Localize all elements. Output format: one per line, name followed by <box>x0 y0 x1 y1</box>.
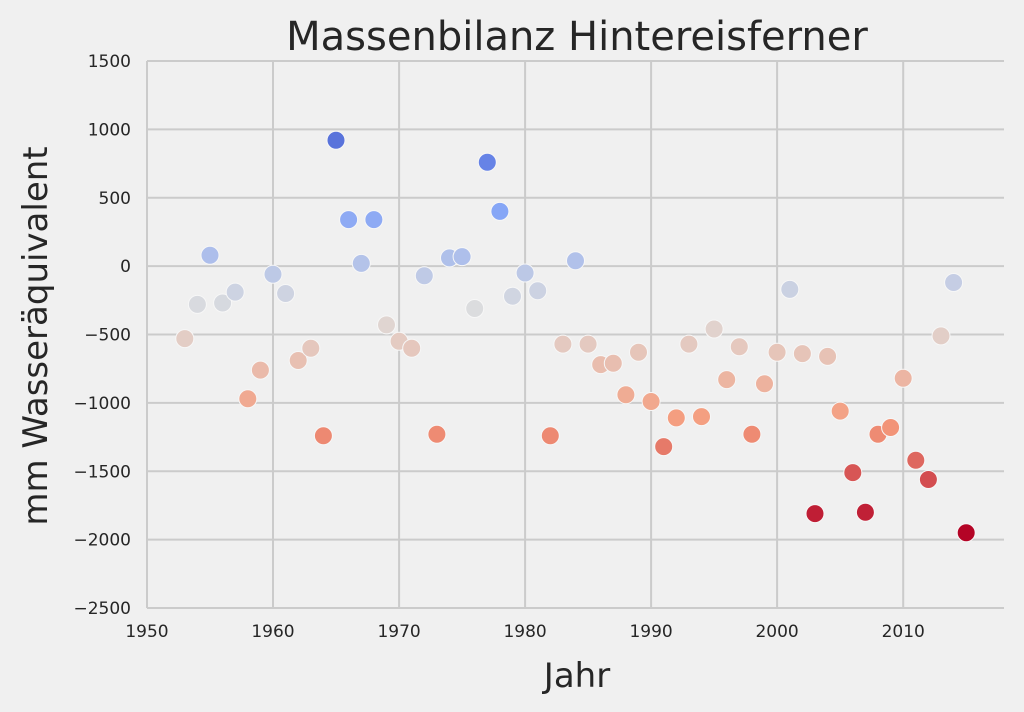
data-point <box>855 502 875 522</box>
data-point <box>225 282 245 302</box>
data-point <box>250 360 270 380</box>
y-axis-label: mm Wasseräquivalent <box>16 146 56 525</box>
data-point <box>377 315 396 335</box>
data-point <box>213 293 233 313</box>
data-point <box>717 370 737 390</box>
data-point <box>805 504 825 524</box>
data-point <box>263 264 283 284</box>
data-point <box>339 210 359 230</box>
y-tick-label: −2000 <box>73 531 131 551</box>
data-point <box>767 342 787 362</box>
data-point <box>944 273 964 292</box>
data-point <box>679 334 699 354</box>
data-point <box>666 408 686 428</box>
data-point <box>364 210 384 230</box>
data-point <box>288 351 308 370</box>
data-point <box>566 251 585 271</box>
data-point <box>528 281 548 301</box>
data-point <box>755 374 774 394</box>
data-point <box>276 284 296 303</box>
data-point <box>843 463 863 483</box>
data-point <box>918 470 938 489</box>
data-point <box>830 401 850 421</box>
data-point <box>540 426 560 446</box>
data-point <box>200 245 220 265</box>
x-tick-label: 1990 <box>629 622 672 642</box>
y-tick-label: 1500 <box>88 52 131 72</box>
data-point <box>792 344 812 364</box>
data-points <box>175 130 976 543</box>
x-tick-label: 1960 <box>251 622 294 642</box>
y-tick-label: −500 <box>84 326 131 346</box>
x-tick-label: 1950 <box>125 622 168 642</box>
y-tick-label: 1000 <box>88 120 131 140</box>
x-axis-ticks: 1950 1960 1970 1980 1990 2000 2010 <box>125 622 924 642</box>
data-point <box>477 152 497 172</box>
data-point <box>313 426 333 446</box>
data-point <box>553 334 573 354</box>
data-point <box>654 437 674 457</box>
data-point <box>893 368 913 388</box>
data-point <box>780 279 800 299</box>
data-point <box>427 424 447 444</box>
data-point <box>465 299 485 318</box>
data-point <box>704 319 724 339</box>
y-tick-label: 500 <box>99 189 131 209</box>
y-tick-label: 0 <box>120 257 131 277</box>
y-tick-label: −2500 <box>73 599 131 619</box>
x-tick-label: 1970 <box>377 622 420 642</box>
data-point <box>641 392 661 411</box>
data-point <box>742 424 762 444</box>
data-point <box>326 130 346 150</box>
data-point <box>402 338 422 358</box>
x-axis-label: Jahr <box>542 656 610 696</box>
data-point <box>175 329 195 349</box>
data-point <box>503 286 522 306</box>
x-tick-label: 2010 <box>882 622 925 642</box>
y-tick-label: −1500 <box>73 462 131 482</box>
data-point <box>414 266 434 286</box>
data-point <box>490 201 510 221</box>
chart-title: Massenbilanz Hintereisferner <box>286 14 868 60</box>
data-point <box>603 353 623 373</box>
data-point <box>629 342 648 362</box>
data-point <box>452 247 472 267</box>
data-point <box>729 337 749 357</box>
data-point <box>301 338 321 358</box>
data-point <box>351 253 371 273</box>
data-point <box>881 418 901 437</box>
data-point <box>818 346 838 366</box>
x-tick-label: 1980 <box>503 622 546 642</box>
data-point <box>238 389 258 409</box>
data-point <box>187 294 207 314</box>
data-point <box>956 523 976 543</box>
data-point <box>931 326 951 346</box>
y-axis-ticks: −2500 −2000 −1500 −1000 −500 0 500 1000 1500 <box>73 52 131 619</box>
x-tick-label: 2000 <box>755 622 798 642</box>
data-point <box>578 334 598 354</box>
data-point <box>515 263 535 283</box>
data-point <box>692 407 711 427</box>
data-point <box>906 450 926 470</box>
data-point <box>616 385 636 405</box>
y-tick-label: −1000 <box>73 394 131 414</box>
